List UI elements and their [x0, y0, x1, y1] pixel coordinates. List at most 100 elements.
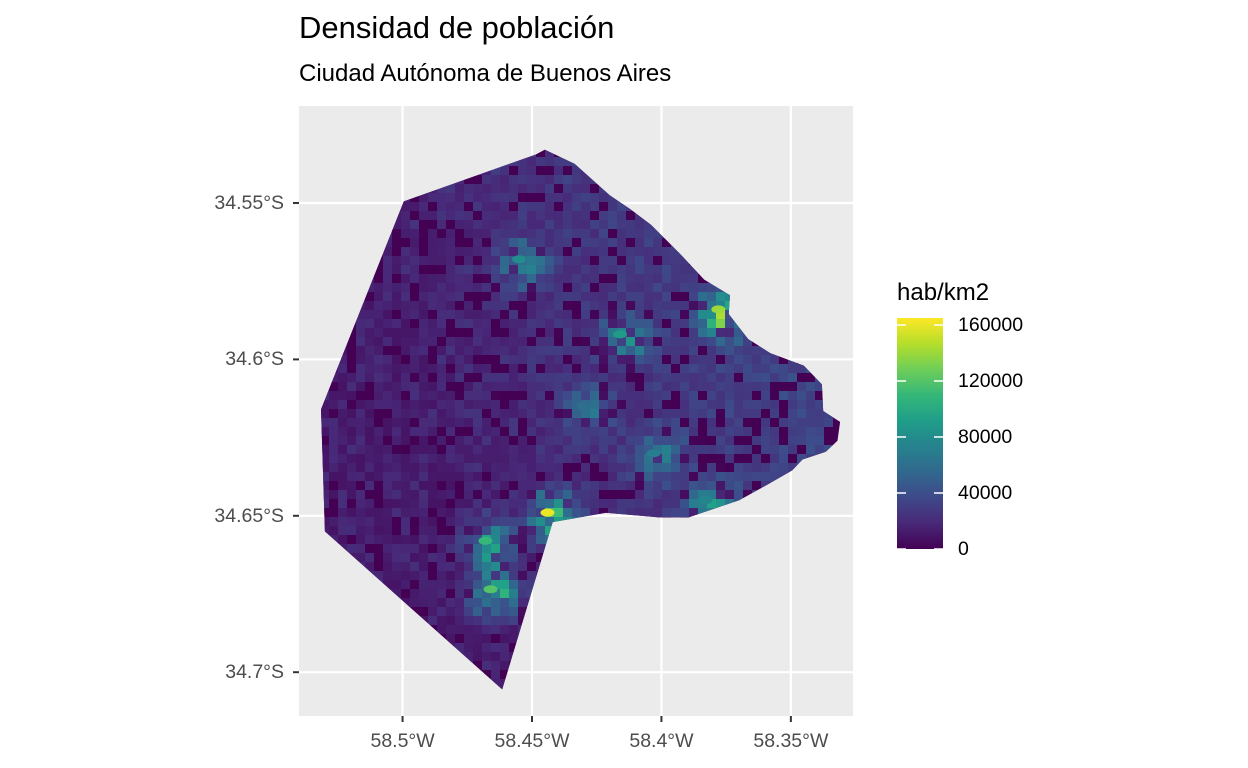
- density-cell: [410, 400, 419, 409]
- density-cell: [788, 373, 797, 382]
- density-cell: [356, 517, 365, 526]
- density-cell: [321, 400, 329, 409]
- density-cell: [491, 598, 500, 607]
- density-cell: [374, 382, 383, 391]
- density-cell: [581, 499, 590, 508]
- density-cell: [321, 409, 329, 418]
- density-cell: [536, 220, 545, 229]
- density-cell: [437, 580, 446, 589]
- density-cell: [482, 418, 491, 427]
- density-cell: [707, 409, 716, 418]
- density-cell: [725, 373, 734, 382]
- density-cell: [518, 364, 527, 373]
- density-cell: [428, 499, 437, 508]
- density-cell: [725, 400, 734, 409]
- density-cell: [374, 472, 383, 481]
- density-cell: [635, 400, 644, 409]
- density-cell: [545, 382, 554, 391]
- density-cell: [392, 526, 401, 535]
- density-cell: [626, 328, 635, 337]
- density-cell: [428, 490, 437, 499]
- density-cell: [554, 391, 563, 400]
- density-cell: [545, 184, 554, 193]
- density-cell: [383, 292, 392, 301]
- density-cell: [770, 463, 779, 472]
- density-cell: [608, 283, 617, 292]
- density-cell: [536, 355, 545, 364]
- density-cell: [563, 247, 572, 256]
- density-cell: [734, 328, 743, 337]
- density-cell: [329, 481, 338, 490]
- x-tick-label: 58.35°W: [753, 730, 829, 752]
- density-cell: [347, 382, 356, 391]
- density-cell: [689, 319, 698, 328]
- density-cell: [671, 418, 680, 427]
- density-cell: [392, 562, 401, 571]
- density-cell: [473, 580, 482, 589]
- density-cell: [698, 427, 707, 436]
- density-cell: [437, 193, 446, 202]
- density-cell: [599, 400, 608, 409]
- density-cell: [617, 373, 626, 382]
- density-cell: [392, 436, 401, 445]
- density-cell: [356, 481, 365, 490]
- density-cell: [698, 481, 707, 490]
- density-cell: [545, 319, 554, 328]
- density-cell: [518, 544, 527, 553]
- density-cell: [599, 328, 608, 337]
- density-cell: [527, 337, 536, 346]
- density-cell: [509, 409, 518, 418]
- density-cell: [725, 418, 734, 427]
- density-cell: [437, 274, 446, 283]
- density-cell: [338, 418, 347, 427]
- density-cell: [635, 454, 644, 463]
- density-cell: [509, 238, 518, 247]
- density-cell: [446, 589, 455, 598]
- density-cell: [680, 292, 689, 301]
- density-cell: [374, 535, 383, 544]
- density-cell: [392, 544, 401, 553]
- density-cell: [725, 436, 734, 445]
- density-cell: [321, 427, 329, 436]
- density-cell: [590, 310, 599, 319]
- density-cell: [563, 391, 572, 400]
- density-cell: [806, 382, 815, 391]
- density-cell: [464, 418, 473, 427]
- density-cell: [635, 310, 644, 319]
- density-cell: [680, 301, 689, 310]
- density-cell: [680, 409, 689, 418]
- density-cell: [572, 445, 581, 454]
- density-cell: [680, 364, 689, 373]
- density-cell: [392, 463, 401, 472]
- density-cell: [374, 328, 383, 337]
- density-cell: [473, 427, 482, 436]
- density-cell: [680, 310, 689, 319]
- density-cell: [707, 490, 716, 499]
- density-cell: [500, 391, 509, 400]
- density-cell: [455, 445, 464, 454]
- density-cell: [608, 346, 617, 355]
- density-cell: [608, 418, 617, 427]
- density-cell: [509, 589, 518, 598]
- density-cell: [455, 382, 464, 391]
- density-cell: [374, 517, 383, 526]
- density-cell: [752, 481, 761, 490]
- density-cell: [635, 346, 644, 355]
- density-cell: [635, 481, 644, 490]
- density-cell: [455, 418, 464, 427]
- density-cell: [788, 418, 797, 427]
- density-cell: [716, 337, 725, 346]
- density-cell: [608, 499, 617, 508]
- density-cell: [401, 220, 410, 229]
- density-cell: [473, 445, 482, 454]
- density-cell: [770, 373, 779, 382]
- density-cell: [608, 256, 617, 265]
- density-cell: [725, 355, 734, 364]
- density-cell: [329, 427, 338, 436]
- density-cell: [554, 175, 563, 184]
- density-cell: [437, 355, 446, 364]
- density-cell: [563, 274, 572, 283]
- density-cell: [680, 265, 689, 274]
- density-cell: [527, 490, 536, 499]
- density-cell: [482, 238, 491, 247]
